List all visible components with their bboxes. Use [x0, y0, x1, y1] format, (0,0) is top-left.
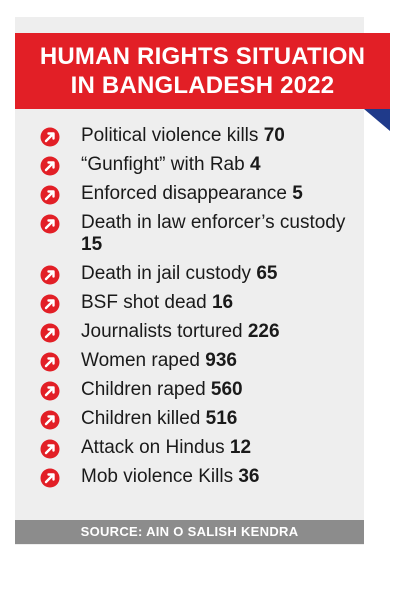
- list-item: Enforced disappearance 5: [40, 183, 360, 205]
- arrow-up-right-icon: [40, 214, 60, 234]
- item-text: Women raped 936: [81, 350, 237, 371]
- arrow-up-right-icon: [40, 468, 60, 488]
- list-item: BSF shot dead 16: [40, 292, 360, 314]
- banner-fold: [364, 109, 390, 131]
- arrow-up-right-icon: [40, 439, 60, 459]
- list-item: Journalists tortured 226: [40, 321, 360, 343]
- list-item: Attack on Hindus 12: [40, 437, 360, 459]
- arrow-up-right-icon: [40, 127, 60, 147]
- arrow-up-right-icon: [40, 323, 60, 343]
- item-text: Death in law enforcer’s custody 15: [81, 212, 346, 255]
- arrow-up-right-icon: [40, 381, 60, 401]
- arrow-up-right-icon: [40, 265, 60, 285]
- item-text: Journalists tortured 226: [81, 321, 280, 342]
- item-text: Death in jail custody 65: [81, 263, 278, 284]
- list-item: Death in jail custody 65: [40, 263, 360, 285]
- item-text: Enforced disappearance 5: [81, 183, 303, 204]
- title-banner: HUMAN RIGHTS SITUATION IN BANGLADESH 202…: [15, 33, 390, 109]
- item-text: Attack on Hindus 12: [81, 437, 252, 458]
- item-text: Children killed 516: [81, 408, 238, 429]
- item-text: Political violence kills 70: [81, 125, 285, 146]
- stats-list: Political violence kills 70 “Gunfight” w…: [40, 125, 360, 495]
- list-item: Mob violence Kills 36: [40, 466, 360, 488]
- arrow-up-right-icon: [40, 294, 60, 314]
- list-item: Women raped 936: [40, 350, 360, 372]
- list-item: Political violence kills 70: [40, 125, 360, 147]
- arrow-up-right-icon: [40, 185, 60, 205]
- list-item: Children raped 560: [40, 379, 360, 401]
- item-text: Children raped 560: [81, 379, 243, 400]
- source-footer: SOURCE: AIN O SALISH KENDRA: [15, 520, 364, 544]
- item-text: BSF shot dead 16: [81, 292, 234, 313]
- title-line-2: IN BANGLADESH 2022: [70, 72, 335, 99]
- list-item: “Gunfight” with Rab 4: [40, 154, 360, 176]
- title-line-1: HUMAN RIGHTS SITUATION: [39, 43, 366, 70]
- list-item: Death in law enforcer’s custody 15: [40, 212, 360, 256]
- arrow-up-right-icon: [40, 352, 60, 372]
- list-item: Children killed 516: [40, 408, 360, 430]
- item-text: Mob violence Kills 36: [81, 466, 260, 487]
- arrow-up-right-icon: [40, 156, 60, 176]
- item-text: “Gunfight” with Rab 4: [81, 154, 261, 175]
- arrow-up-right-icon: [40, 410, 60, 430]
